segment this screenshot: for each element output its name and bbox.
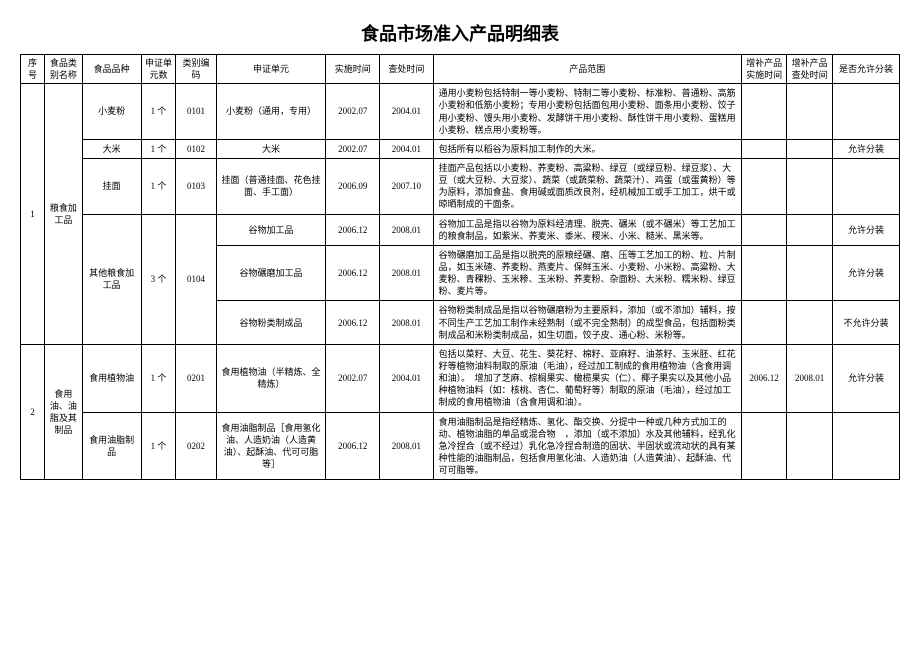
cell-btime: 2008.01 — [787, 344, 833, 412]
cell-scope: 通用小麦粉包括特制一等小麦粉、特制二等小麦粉、标准粉、普通粉、高筋小麦粉和低筋小… — [433, 84, 741, 140]
cell-ucnt: 1 个 — [141, 139, 176, 158]
header-itime: 实施时间 — [326, 55, 380, 84]
cell-scope: 谷物加工品是指以谷物为原料经清理、脱壳、碾米（或不碾米）等工艺加工的粮食制品，如… — [433, 214, 741, 245]
cell-var: 食用植物油 — [82, 344, 141, 412]
cell-unit: 谷物粉类制成品 — [216, 301, 326, 344]
cell-unit: 食用油脂制品［食用氢化油、人造奶油（人造黄油）、起酥油、代可可脂等］ — [216, 412, 326, 480]
table-row: 1 粮食加工品 小麦粉 1 个 0101 小麦粉（通用，专用） 2002.07 … — [21, 84, 900, 140]
header-cat: 食品类别名称 — [45, 55, 83, 84]
cell-unit: 谷物加工品 — [216, 214, 326, 245]
cell-split: 允许分装 — [832, 344, 899, 412]
cell-unit: 小麦粉（通用，专用） — [216, 84, 326, 140]
cell-ctime: 2008.01 — [380, 214, 434, 245]
cell-unit: 谷物碾磨加工品 — [216, 245, 326, 301]
cell-split — [832, 84, 899, 140]
header-scope: 产品范围 — [433, 55, 741, 84]
header-split: 是否允许分装 — [832, 55, 899, 84]
header-unit: 申证单元 — [216, 55, 326, 84]
cell-unit: 食用植物油（半精炼、全精炼） — [216, 344, 326, 412]
header-ucnt: 申证单元数 — [141, 55, 176, 84]
cell-split: 允许分装 — [832, 245, 899, 301]
cell-split: 不允许分装 — [832, 301, 899, 344]
cell-ctime: 2004.01 — [380, 139, 434, 158]
cell-ccode: 0202 — [176, 412, 216, 480]
cell-scope: 挂面产品包括以小麦粉、荞麦粉、高粱粉、绿豆（或绿豆粉、绿豆浆）、大豆（或大豆粉、… — [433, 158, 741, 214]
cell-scope: 谷物碾磨加工品是指以脱壳的原粮经碾、磨、压等工艺加工的粉、粒、片制品，如玉米碴、… — [433, 245, 741, 301]
cell-split — [832, 412, 899, 480]
cell-ucnt: 1 个 — [141, 412, 176, 480]
cell-btime — [787, 245, 833, 301]
cell-btime — [787, 301, 833, 344]
cell-itime: 2002.07 — [326, 139, 380, 158]
cell-ctime: 2008.01 — [380, 245, 434, 301]
cell-ccode: 0102 — [176, 139, 216, 158]
cell-var: 其他粮食加工品 — [82, 214, 141, 344]
cell-seq: 2 — [21, 344, 45, 479]
cell-itime: 2002.07 — [326, 84, 380, 140]
table-header-row: 序号 食品类别名称 食品品种 申证单元数 类别编码 申证单元 实施时间 查处时间… — [21, 55, 900, 84]
cell-ctime: 2008.01 — [380, 301, 434, 344]
cell-itime: 2006.12 — [326, 412, 380, 480]
table-row: 大米 1 个 0102 大米 2002.07 2004.01 包括所有以稻谷为原… — [21, 139, 900, 158]
product-table: 序号 食品类别名称 食品品种 申证单元数 类别编码 申证单元 实施时间 查处时间… — [20, 54, 900, 480]
cell-itime: 2002.07 — [326, 344, 380, 412]
cell-atime — [741, 158, 787, 214]
header-atime: 增补产品实施时间 — [741, 55, 787, 84]
cell-ucnt: 1 个 — [141, 158, 176, 214]
cell-var: 大米 — [82, 139, 141, 158]
header-btime: 增补产品查处时间 — [787, 55, 833, 84]
cell-atime — [741, 139, 787, 158]
cell-ccode: 0101 — [176, 84, 216, 140]
cell-btime — [787, 84, 833, 140]
cell-atime — [741, 301, 787, 344]
cell-ccode: 0103 — [176, 158, 216, 214]
page-title: 食品市场准入产品明细表 — [20, 20, 900, 46]
header-seq: 序号 — [21, 55, 45, 84]
cell-atime: 2006.12 — [741, 344, 787, 412]
table-row: 食用油脂制品 1 个 0202 食用油脂制品［食用氢化油、人造奶油（人造黄油）、… — [21, 412, 900, 480]
cell-atime — [741, 84, 787, 140]
cell-ucnt: 3 个 — [141, 214, 176, 344]
cell-var: 挂面 — [82, 158, 141, 214]
cell-btime — [787, 158, 833, 214]
cell-ucnt: 1 个 — [141, 344, 176, 412]
cell-scope: 谷物粉类制成品是指以谷物碾磨粉为主要原料，添加（或不添加）辅料，按不同生产工艺加… — [433, 301, 741, 344]
cell-var: 食用油脂制品 — [82, 412, 141, 480]
cell-split: 允许分装 — [832, 139, 899, 158]
table-row: 挂面 1 个 0103 挂面（普通挂面、花色挂面、手工面） 2006.09 20… — [21, 158, 900, 214]
table-row: 2 食用油、油脂及其制品 食用植物油 1 个 0201 食用植物油（半精炼、全精… — [21, 344, 900, 412]
cell-ccode: 0104 — [176, 214, 216, 344]
cell-seq: 1 — [21, 84, 45, 345]
cell-ccode: 0201 — [176, 344, 216, 412]
cell-cat: 粮食加工品 — [45, 84, 83, 345]
cell-btime — [787, 412, 833, 480]
cell-ctime: 2004.01 — [380, 344, 434, 412]
cell-split — [832, 158, 899, 214]
cell-btime — [787, 214, 833, 245]
cell-ctime: 2007.10 — [380, 158, 434, 214]
cell-scope: 包括以菜籽、大豆、花生、葵花籽、棉籽、亚麻籽、油茶籽、玉米胚、红花籽等植物油料制… — [433, 344, 741, 412]
cell-btime — [787, 139, 833, 158]
cell-unit: 挂面（普通挂面、花色挂面、手工面） — [216, 158, 326, 214]
cell-unit: 大米 — [216, 139, 326, 158]
header-var: 食品品种 — [82, 55, 141, 84]
cell-atime — [741, 412, 787, 480]
cell-var: 小麦粉 — [82, 84, 141, 140]
cell-itime: 2006.09 — [326, 158, 380, 214]
cell-atime — [741, 245, 787, 301]
cell-scope: 包括所有以稻谷为原料加工制作的大米。 — [433, 139, 741, 158]
header-ccode: 类别编码 — [176, 55, 216, 84]
cell-split: 允许分装 — [832, 214, 899, 245]
cell-atime — [741, 214, 787, 245]
cell-itime: 2006.12 — [326, 301, 380, 344]
cell-itime: 2006.12 — [326, 245, 380, 301]
cell-ctime: 2004.01 — [380, 84, 434, 140]
cell-ctime: 2008.01 — [380, 412, 434, 480]
cell-itime: 2006.12 — [326, 214, 380, 245]
header-ctime: 查处时间 — [380, 55, 434, 84]
cell-ucnt: 1 个 — [141, 84, 176, 140]
table-row: 其他粮食加工品 3 个 0104 谷物加工品 2006.12 2008.01 谷… — [21, 214, 900, 245]
cell-cat: 食用油、油脂及其制品 — [45, 344, 83, 479]
cell-scope: 食用油脂制品是指经精炼、氢化、酯交换、分提中一种或几种方式加工的动、植物油脂的单… — [433, 412, 741, 480]
